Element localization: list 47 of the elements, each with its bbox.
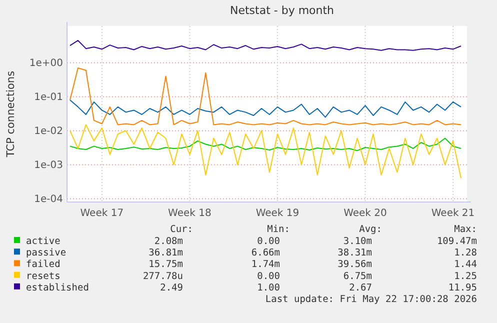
text: 39.56m (338, 259, 372, 270)
line-series (70, 124, 462, 179)
text: 6.66m (251, 248, 280, 259)
legend-label: resets (26, 270, 60, 282)
x-tick-label: Week 17 (80, 208, 124, 219)
y-axis-title: TCP connections (5, 70, 17, 158)
legend-label: failed (26, 259, 60, 270)
text: 0.00 (257, 270, 280, 282)
line-series (70, 99, 462, 118)
text: 36.81m (148, 248, 184, 259)
x-tick-label: Week 18 (168, 208, 212, 219)
text: 0.00 (257, 236, 280, 247)
text: 1.28 (454, 248, 478, 259)
y-tick-label: 1e-01 (34, 92, 63, 104)
text: Cur: (170, 224, 193, 235)
text: 277.78u (142, 270, 183, 282)
text: Avg: (359, 224, 382, 235)
line-series (70, 67, 462, 126)
text: 1.44 (454, 259, 478, 270)
text: Max: (454, 224, 477, 235)
text: 38.31m (338, 248, 372, 259)
line-series (70, 40, 462, 51)
legend-label: active (26, 236, 61, 247)
legend-label: established (26, 282, 89, 294)
y-tick-label: 1e-03 (34, 160, 63, 172)
y-tick-label: 1e-04 (34, 194, 63, 206)
text: 2.67 (349, 282, 372, 294)
x-tick-label: Week 21 (431, 208, 475, 219)
line-series (70, 138, 462, 152)
text: 11.95 (448, 282, 477, 294)
text: 1.00 (257, 282, 280, 294)
text: 2.08m (154, 236, 184, 247)
text: Min: (267, 224, 290, 235)
text: Last update: Fri May 22 17:00:28 2026 (265, 294, 478, 305)
y-tick-label: 1e-02 (34, 126, 63, 138)
chart-title: Netstat - by month (230, 4, 334, 17)
text: 1.25 (454, 270, 477, 282)
text: 15.75m (148, 259, 184, 270)
text: 6.75m (343, 270, 372, 282)
text: 2.49 (160, 282, 184, 294)
x-tick-label: Week 20 (344, 208, 387, 219)
legend-label: passive (26, 248, 66, 259)
text: 3.10m (343, 236, 372, 247)
x-tick-label: Week 19 (256, 208, 300, 219)
y-tick-label: 1e+00 (29, 58, 63, 70)
text: 109.47m (436, 236, 478, 247)
text: 1.74m (251, 259, 280, 270)
